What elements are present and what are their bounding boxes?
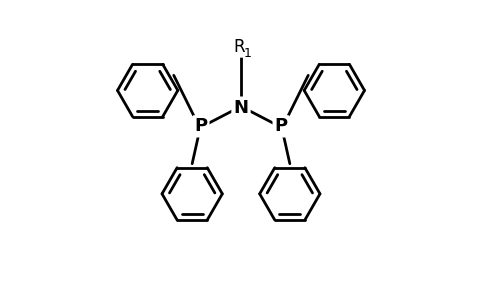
Text: P: P	[275, 117, 288, 135]
Text: N: N	[233, 99, 249, 117]
Text: P: P	[194, 117, 207, 135]
Text: R: R	[234, 38, 245, 56]
Text: 1: 1	[243, 47, 251, 60]
